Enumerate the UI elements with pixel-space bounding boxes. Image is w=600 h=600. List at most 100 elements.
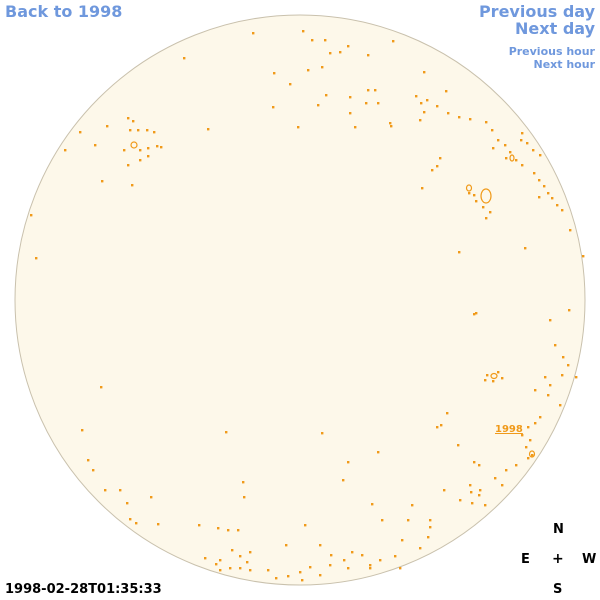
feature-marker — [526, 142, 529, 145]
feature-marker — [101, 180, 104, 183]
feature-marker — [297, 126, 300, 129]
feature-marker — [457, 444, 460, 447]
feature-marker — [561, 374, 564, 377]
feature-marker — [64, 149, 67, 152]
feature-marker — [505, 157, 508, 160]
feature-marker — [475, 200, 478, 203]
feature-marker — [473, 461, 476, 464]
feature-marker — [153, 131, 156, 134]
feature-marker — [87, 459, 90, 462]
feature-marker — [492, 147, 495, 150]
feature-marker — [242, 481, 245, 484]
feature-marker — [339, 51, 342, 54]
feature-marker — [534, 422, 537, 425]
feature-marker — [559, 404, 562, 407]
region-contour — [490, 372, 498, 380]
feature-marker — [473, 194, 476, 197]
region-label-link[interactable]: 1998 — [495, 424, 523, 435]
compass-east: E — [521, 552, 530, 567]
region-contours — [130, 141, 536, 458]
feature-marker — [309, 566, 312, 569]
feature-marker — [534, 389, 537, 392]
feature-marker — [100, 386, 103, 389]
feature-marker — [367, 54, 370, 57]
feature-marker — [131, 184, 134, 187]
feature-marker — [459, 499, 462, 502]
feature-marker — [423, 111, 426, 114]
feature-marker — [521, 434, 524, 437]
feature-marker — [119, 489, 122, 492]
feature-marker — [568, 309, 571, 312]
feature-marker — [423, 71, 426, 74]
next-hour-link[interactable]: Next hour — [533, 58, 596, 71]
feature-marker — [329, 52, 332, 55]
feature-marker — [319, 574, 322, 577]
feature-marker — [311, 39, 314, 42]
feature-marker — [509, 151, 512, 154]
feature-marker — [302, 30, 305, 33]
feature-marker — [440, 424, 443, 427]
feature-marker — [473, 313, 476, 316]
feature-marker — [215, 563, 218, 566]
feature-marker — [469, 484, 472, 487]
feature-marker — [321, 66, 324, 69]
feature-marker — [475, 312, 478, 315]
feature-marker — [139, 149, 142, 152]
feature-marker — [491, 129, 494, 132]
previous-day-link[interactable]: Previous day — [478, 2, 595, 21]
feature-marker — [427, 536, 430, 539]
feature-marker — [129, 129, 132, 132]
feature-marker — [342, 479, 345, 482]
feature-marker — [329, 564, 332, 567]
feature-marker — [515, 464, 518, 467]
feature-marker — [445, 90, 448, 93]
feature-marker — [482, 206, 485, 209]
feature-marker — [79, 131, 82, 134]
feature-marker — [407, 519, 410, 522]
feature-marker — [389, 122, 392, 125]
feature-marker — [426, 99, 429, 102]
feature-marker — [287, 575, 290, 578]
feature-marker — [272, 106, 275, 109]
feature-marker — [299, 571, 302, 574]
feature-marker — [524, 247, 527, 250]
feature-marker — [458, 251, 461, 254]
feature-marker — [349, 112, 352, 115]
back-to-year-link[interactable]: Back to 1998 — [5, 2, 123, 21]
region-contour — [130, 141, 138, 149]
feature-marker — [237, 529, 240, 532]
feature-marker — [497, 371, 500, 374]
feature-marker — [527, 426, 530, 429]
feature-marker — [443, 489, 446, 492]
feature-marker — [30, 214, 33, 217]
feature-marker — [497, 139, 500, 142]
feature-marker — [479, 489, 482, 492]
feature-marker — [538, 196, 541, 199]
feature-marker — [239, 555, 242, 558]
feature-marker — [556, 204, 559, 207]
feature-marker — [379, 559, 382, 562]
feature-marker — [349, 96, 352, 99]
feature-marker — [562, 356, 565, 359]
feature-marker — [365, 102, 368, 105]
feature-marker — [246, 561, 249, 564]
feature-marker — [127, 117, 130, 120]
feature-marker — [484, 379, 487, 382]
feature-marker — [520, 139, 523, 142]
feature-marker — [123, 149, 126, 152]
solar-disk — [14, 14, 586, 586]
feature-marker — [515, 159, 518, 162]
feature-marker — [229, 567, 232, 570]
feature-marker — [367, 89, 370, 92]
feature-marker — [485, 121, 488, 124]
feature-marker — [219, 569, 222, 572]
feature-marker — [436, 165, 439, 168]
next-day-link[interactable]: Next day — [515, 19, 595, 38]
previous-hour-link[interactable]: Previous hour — [508, 45, 595, 58]
feature-marker — [35, 257, 38, 260]
feature-marker — [249, 551, 252, 554]
feature-marker — [551, 197, 554, 200]
feature-marker — [484, 504, 487, 507]
feature-marker — [469, 118, 472, 121]
feature-marker — [419, 547, 422, 550]
